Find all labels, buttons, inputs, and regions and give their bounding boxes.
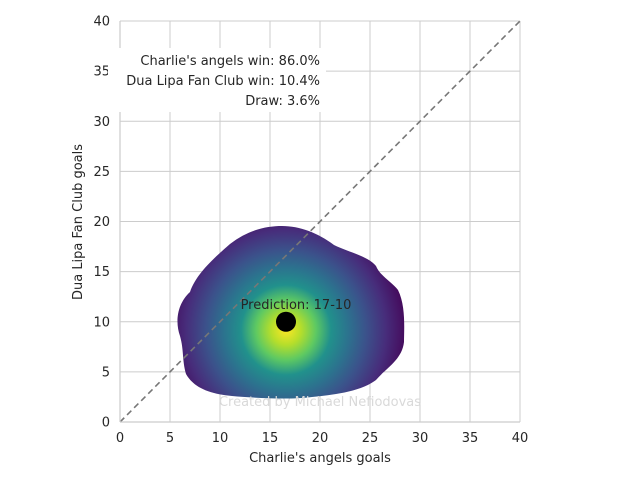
y-tick-label: 25: [93, 165, 110, 180]
prediction-point: [276, 311, 296, 332]
y-tick-label: 35: [93, 65, 110, 80]
y-tick-label: 40: [93, 15, 110, 30]
diagonal-reference-line: [119, 20, 521, 423]
density-blob: [177, 226, 405, 399]
x-tick-label: 30: [412, 431, 429, 446]
y-tick-labels: 0 5 10 15 20 25 30 35 40: [93, 15, 110, 431]
x-tick-label: 0: [116, 431, 124, 446]
x-tick-label: 5: [166, 431, 174, 446]
x-tick-label: 40: [512, 431, 529, 446]
y-axis-label: Dua Lipa Fan Club goals: [71, 144, 86, 300]
y-tick-label: 20: [93, 215, 110, 230]
y-tick-label: 15: [93, 265, 110, 280]
away-win-annotation: Dua Lipa Fan Club win: 10.4%: [126, 74, 320, 89]
y-tick-label: 5: [102, 365, 110, 380]
x-tick-labels: 0 5 10 15 20 25 30 35 40: [116, 431, 528, 446]
x-tick-label: 35: [462, 431, 479, 446]
y-tick-label: 0: [102, 416, 110, 431]
home-win-annotation: Charlie's angels win: 86.0%: [140, 54, 320, 69]
prediction-label: Prediction: 17-10: [241, 298, 352, 313]
draw-annotation: Draw: 3.6%: [245, 94, 320, 109]
x-axis-label: Charlie's angels goals: [249, 451, 391, 466]
x-tick-label: 25: [362, 431, 379, 446]
x-tick-label: 20: [312, 431, 329, 446]
y-tick-label: 30: [93, 115, 110, 130]
y-tick-label: 10: [93, 315, 110, 330]
annotation-background: [108, 48, 326, 112]
x-tick-label: 10: [212, 431, 229, 446]
x-tick-label: 15: [262, 431, 279, 446]
watermark: Created by Michael Nefiodovas: [219, 395, 421, 410]
